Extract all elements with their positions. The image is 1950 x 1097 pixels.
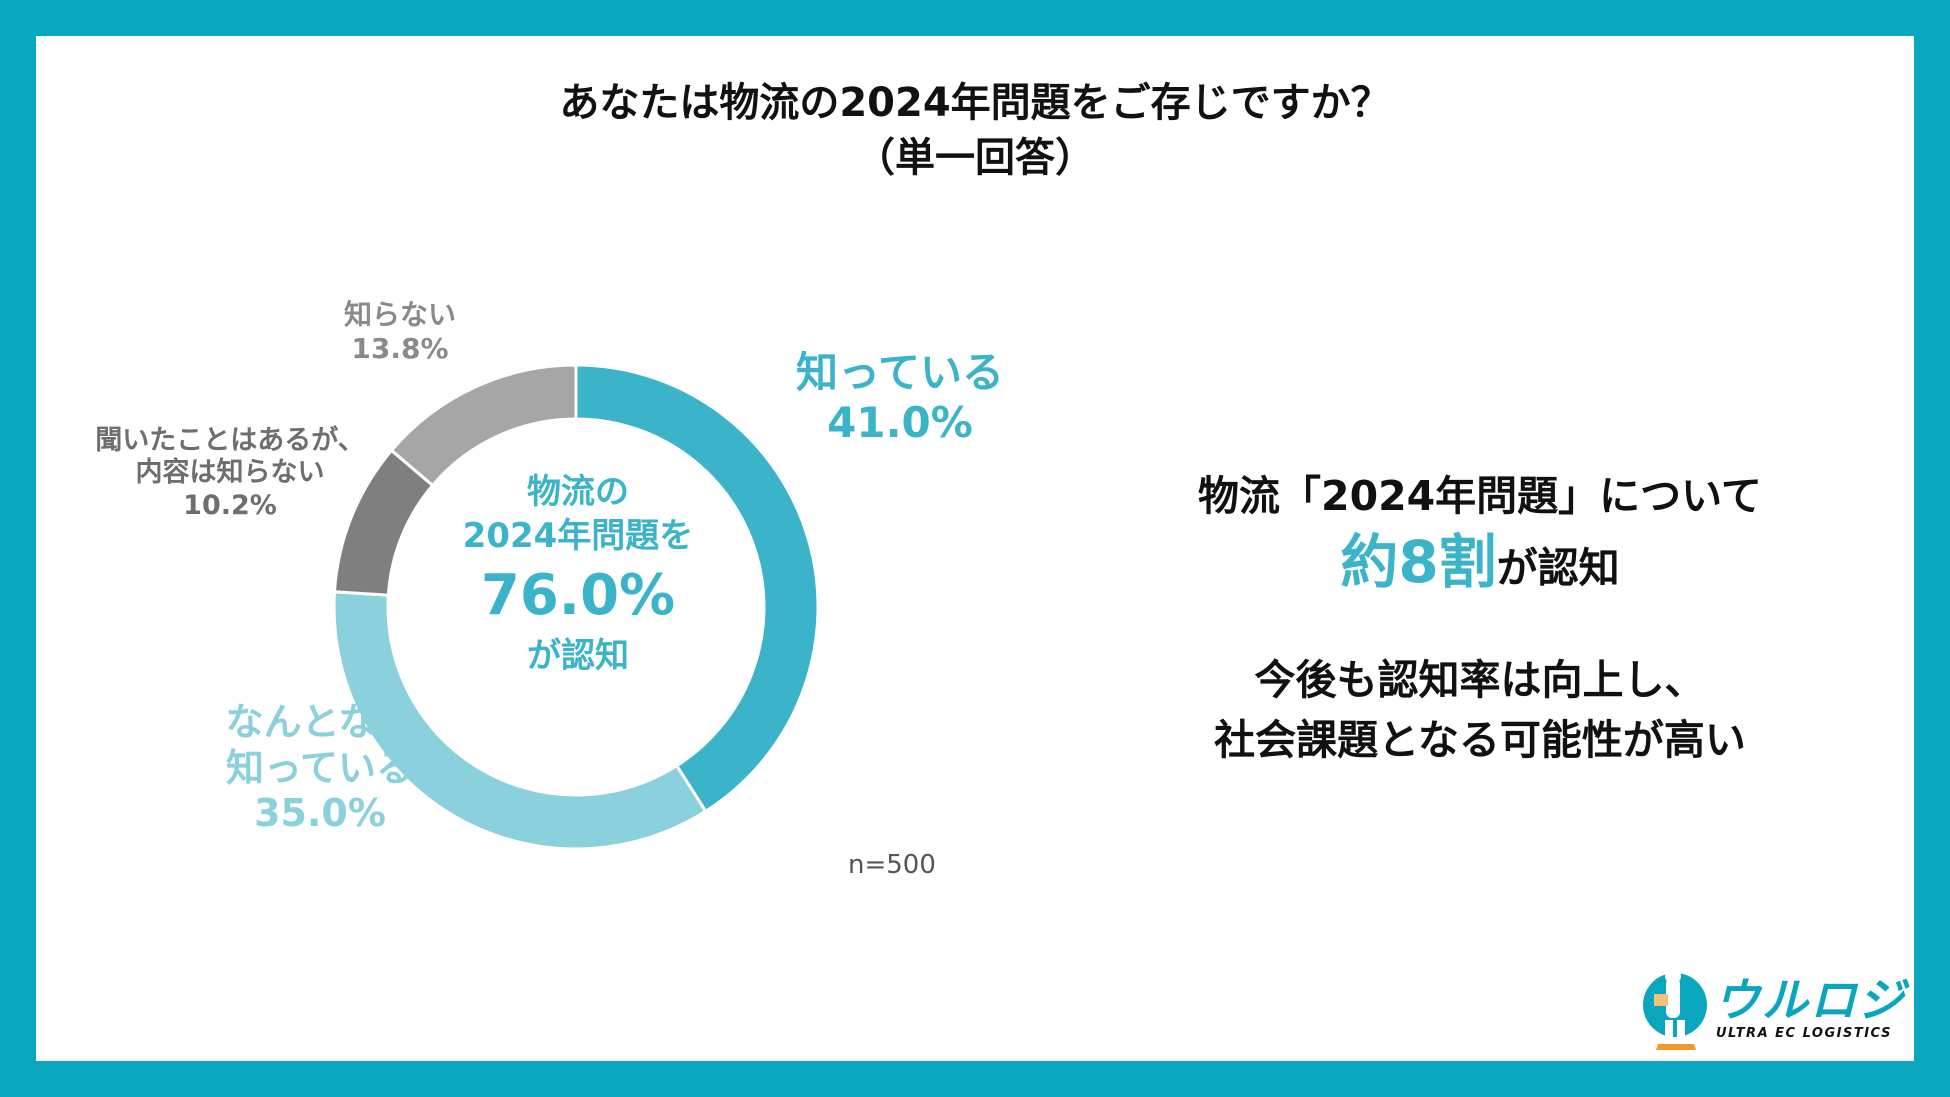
slice-know <box>574 363 820 814</box>
center-line-3: が認知 <box>527 636 629 676</box>
slice-label-know: 知っている 41.0% <box>760 348 1040 449</box>
slice-name-dont-know: 知らない <box>343 298 456 331</box>
sample-size: n=500 <box>848 850 936 880</box>
slice-value-heard: 10.2% <box>183 489 277 521</box>
slice-label-vague: なんとなく 知っている 35.0% <box>180 700 460 837</box>
summary-line-1: 物流「2024年問題」について <box>1198 472 1762 520</box>
summary-line-2-rest: が認知 <box>1496 544 1620 592</box>
slice-name-vague-1: なんとなく <box>225 700 415 744</box>
summary-line-4: 社会課題となる可能性が高い <box>1214 716 1746 764</box>
summary-highlight: 約8割 <box>1340 528 1497 596</box>
summary-block-2: 今後も認知率は向上し、 社会課題となる可能性が高い <box>1100 650 1860 770</box>
slice-name-vague-2: 知っている <box>225 745 415 790</box>
summary-line-2: 約8割が認知 <box>1100 515 1860 599</box>
slice-value-know: 41.0% <box>827 398 973 448</box>
chart-subtitle: （単一回答） <box>855 135 1095 181</box>
center-line-2: 2024年問題を <box>462 516 694 556</box>
slice-dont-know <box>389 363 578 488</box>
slice-name-heard-2: 内容は知らない <box>135 457 325 489</box>
slice-label-dont-know: 知らない 13.8% <box>300 298 500 365</box>
center-line-1: 物流の <box>527 472 629 512</box>
logo-subtext: ULTRA EC LOGISTICS <box>1716 1026 1892 1041</box>
brand-logo: ウルロジ ULTRA EC LOGISTICS <box>1630 960 1910 1060</box>
slice-value-dont-know: 13.8% <box>351 331 449 365</box>
center-value: 76.0% <box>480 563 676 628</box>
slice-name-know: 知っている <box>796 348 1004 397</box>
summary-line-3: 今後も認知率は向上し、 <box>1254 656 1706 704</box>
chart-title: あなたは物流の2024年問題をご存じですか？ <box>559 80 1391 126</box>
donut-center-text: 物流の 2024年問題を 76.0% が認知 <box>428 470 728 678</box>
slice-name-heard-1: 聞いたことはあるが、 <box>95 425 365 456</box>
slice-label-heard: 聞いたことはあるが、 内容は知らない 10.2% <box>60 425 400 522</box>
logo-text: ウルロジ <box>1714 973 1906 1027</box>
slice-value-vague: 35.0% <box>254 791 386 836</box>
logo-mark-icon <box>1643 968 1707 1050</box>
slice-vague <box>332 590 708 851</box>
